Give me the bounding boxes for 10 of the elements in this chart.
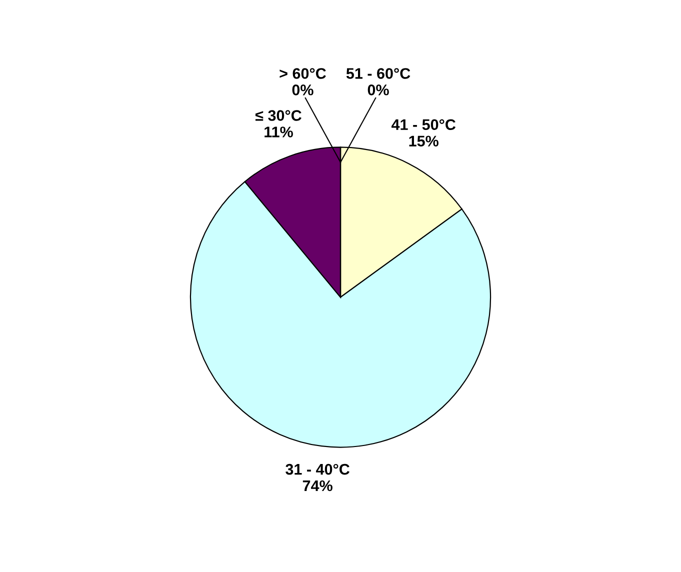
- category-label: > 60°C: [280, 68, 326, 79]
- data-label: 15%: [409, 136, 438, 146]
- category-label: 51 - 60°C: [346, 68, 410, 79]
- data-label: 11%: [264, 126, 293, 138]
- data-label: 74%: [302, 480, 332, 492]
- slice-label: 31 - 40°C: [286, 464, 350, 475]
- text: 0%: [368, 84, 389, 96]
- text: 0%: [292, 84, 314, 96]
- slice-label: ≤ 30°C: [255, 110, 302, 121]
- slice-label: 41 - 50°C: [391, 119, 456, 130]
